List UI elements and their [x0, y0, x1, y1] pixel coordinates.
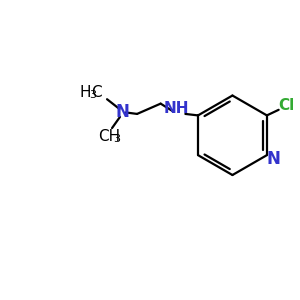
- Text: C: C: [91, 85, 102, 100]
- Text: 3: 3: [89, 90, 96, 100]
- Text: Cl: Cl: [278, 98, 294, 113]
- Text: 3: 3: [113, 134, 121, 144]
- Text: N: N: [266, 150, 280, 168]
- Text: N: N: [116, 103, 129, 122]
- Text: NH: NH: [164, 101, 189, 116]
- Text: CH: CH: [98, 129, 120, 144]
- Text: H: H: [80, 85, 92, 100]
